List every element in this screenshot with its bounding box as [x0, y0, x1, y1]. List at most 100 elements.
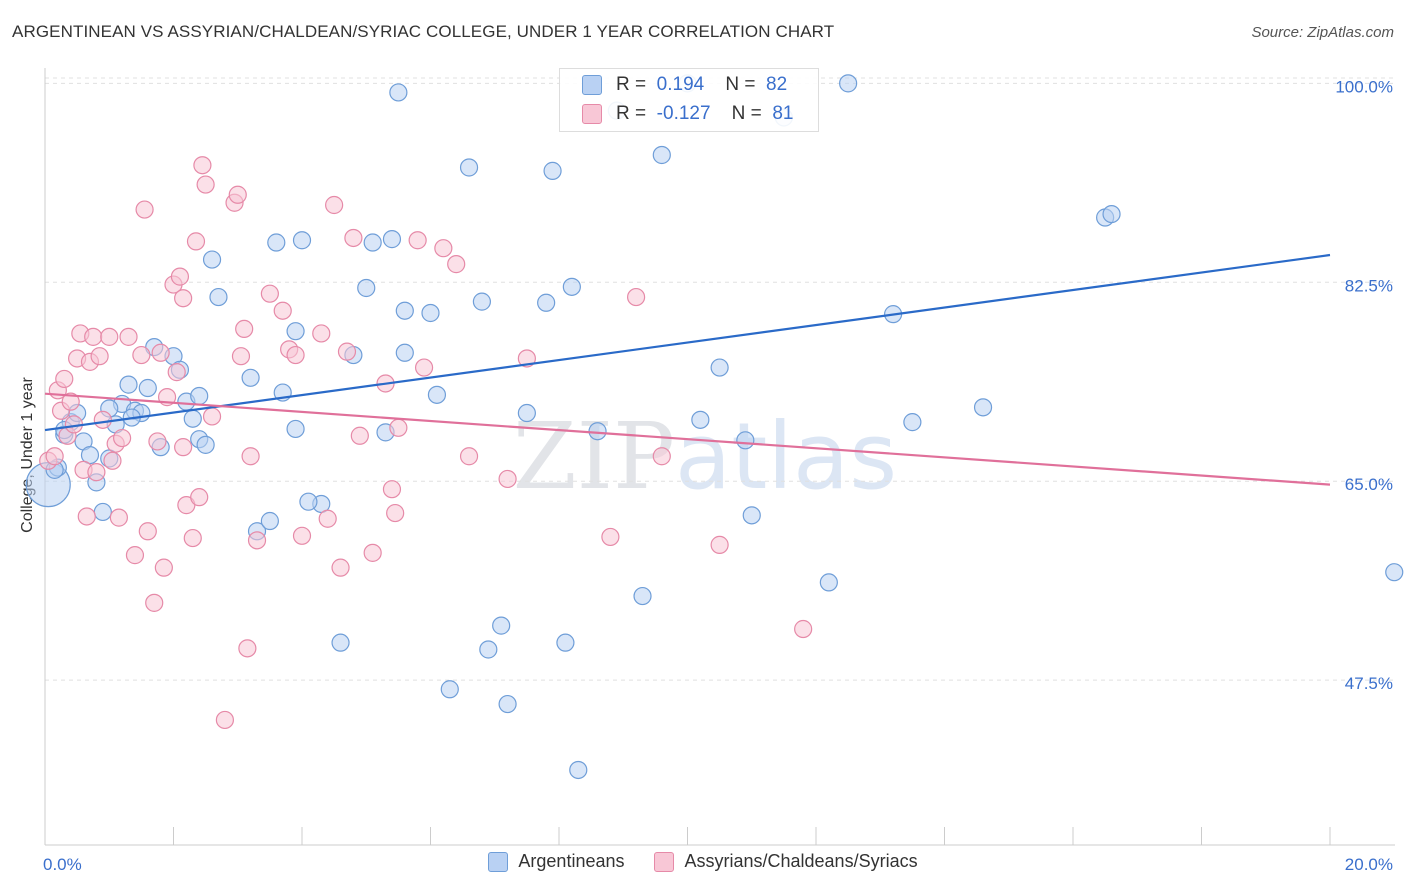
point-assyrian [363, 543, 382, 562]
point-assyrian [202, 407, 222, 426]
y-tick-label: 65.0% [1345, 475, 1393, 494]
point-assyrian [238, 639, 257, 658]
pink-swatch [582, 104, 602, 124]
point-argentinean [395, 301, 414, 320]
point-assyrian [84, 327, 103, 346]
point-assyrian [154, 558, 173, 577]
legend-label: Argentineans [518, 851, 625, 871]
point-argentinean [93, 502, 112, 522]
point-argentinean [440, 680, 459, 699]
point-argentinean [633, 586, 652, 606]
point-argentinean [119, 375, 138, 394]
stats-legend-box: R = 0.194 N = 82 R = -0.127 N = 81 [559, 68, 819, 132]
y-tick-label: 82.5% [1345, 276, 1393, 295]
point-argentinean [292, 231, 312, 250]
point-assyrian [498, 469, 517, 489]
point-argentinean [241, 368, 260, 387]
point-argentinean [459, 158, 479, 177]
point-argentinean [196, 435, 215, 454]
point-assyrian [794, 619, 813, 639]
x-tick-label-start: 0.0% [43, 855, 82, 874]
point-argentinean [286, 419, 305, 439]
point-assyrian [186, 232, 206, 251]
y-tick-label: 100.0% [1335, 77, 1393, 96]
point-argentinean [395, 343, 414, 362]
trend-line-argentineans [44, 253, 1331, 432]
point-assyrian [344, 228, 363, 248]
point-assyrian [337, 342, 357, 361]
point-assyrian [174, 438, 193, 457]
point-argentinean [562, 277, 581, 296]
point-assyrian [273, 301, 292, 320]
point-assyrian [196, 175, 215, 194]
point-assyrian [408, 231, 427, 250]
point-assyrian [247, 531, 267, 550]
point-argentinean [742, 506, 761, 525]
point-argentinean [588, 422, 607, 441]
point-argentinean [710, 358, 729, 377]
point-argentinean [736, 431, 755, 450]
point-argentinean [492, 616, 511, 635]
watermark: ZIPatlas [513, 403, 898, 510]
point-assyrian [286, 345, 305, 365]
point-argentinean [427, 385, 447, 404]
point-assyrian [517, 349, 536, 368]
point-assyrian [135, 200, 154, 219]
point-argentinean [190, 386, 209, 406]
point-assyrian [151, 343, 170, 362]
point-argentinean [556, 633, 575, 652]
data-points [25, 74, 1404, 780]
point-argentinean [973, 398, 993, 417]
legend-item-argentineans[interactable]: Argentineans [488, 851, 624, 872]
point-assyrian [119, 327, 138, 346]
point-assyrian [350, 426, 369, 445]
point-argentinean [839, 74, 858, 93]
n-label: N = [725, 74, 756, 95]
point-assyrian [382, 480, 402, 499]
r-value: 0.194 [656, 74, 705, 95]
point-assyrian [260, 284, 279, 303]
r-value: -0.127 [656, 103, 711, 124]
point-assyrian [312, 324, 331, 343]
r-label: R = [616, 103, 647, 124]
point-argentinean [819, 573, 838, 592]
point-assyrian [100, 327, 119, 346]
point-assyrian [55, 369, 74, 389]
point-assyrian [652, 447, 671, 466]
point-assyrian [138, 522, 157, 541]
point-assyrian [231, 347, 251, 366]
point-assyrian [87, 463, 106, 482]
point-assyrian [447, 255, 466, 274]
point-argentinean [543, 161, 562, 180]
point-assyrian [45, 447, 64, 466]
chart-title: ARGENTINEAN VS ASSYRIAN/CHALDEAN/SYRIAC … [12, 22, 835, 41]
point-assyrian [292, 526, 312, 545]
legend-item-assyrians[interactable]: Assyrians/Chaldeans/Syriacs [654, 851, 918, 872]
point-assyrian [710, 535, 729, 554]
point-assyrian [414, 358, 434, 377]
n-label: N = [731, 103, 762, 124]
point-argentinean [498, 694, 517, 714]
tick-labels: 47.5% 65.0% 82.5% 100.0% 0.0% 20.0% [43, 77, 1393, 874]
point-argentinean [202, 250, 222, 269]
point-argentinean [286, 322, 305, 341]
point-argentinean [691, 410, 710, 429]
point-assyrian [389, 418, 408, 437]
watermark-atlas: atlas [675, 403, 897, 510]
n-value: 82 [766, 74, 788, 95]
point-assyrian [174, 289, 193, 308]
point-argentinean [479, 640, 498, 659]
r-label: R = [616, 74, 647, 95]
point-assyrian [190, 488, 209, 507]
point-assyrian [241, 447, 260, 466]
point-assyrian [459, 447, 479, 466]
watermark-zip: ZIP [513, 403, 675, 510]
point-argentinean [903, 413, 922, 432]
legend-swatch-blue [488, 851, 509, 872]
point-argentinean [331, 633, 350, 652]
point-argentinean [183, 409, 202, 428]
legend-swatch-pink [654, 851, 675, 872]
point-assyrian [61, 392, 80, 411]
point-assyrian [228, 185, 247, 204]
point-argentinean [357, 278, 376, 298]
